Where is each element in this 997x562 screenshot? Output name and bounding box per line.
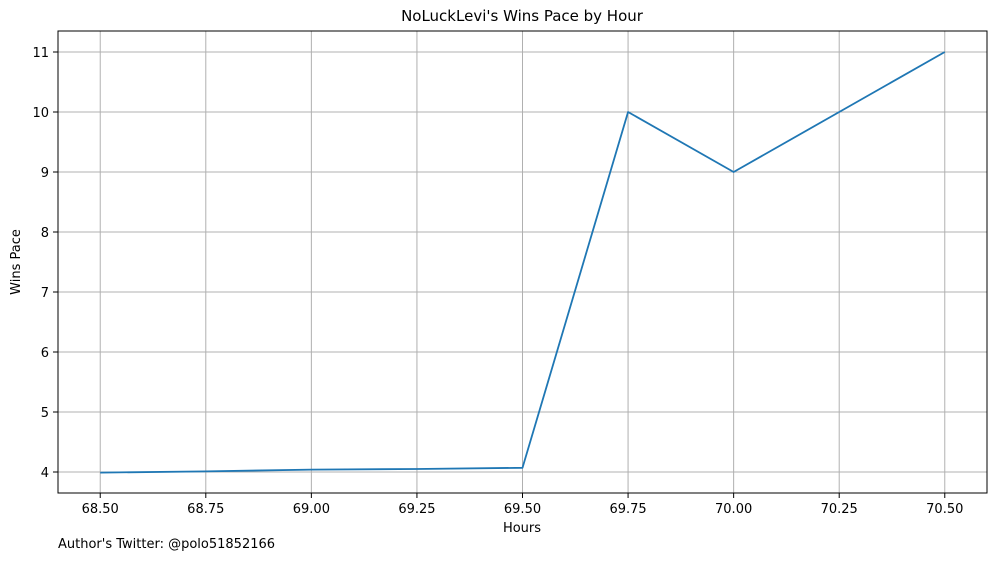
y-axis-label: Wins Pace xyxy=(9,229,24,295)
x-tick-label: 69.50 xyxy=(504,502,541,517)
y-tick-label: 6 xyxy=(41,346,49,361)
y-tick-label: 4 xyxy=(41,466,49,481)
x-tick-label: 70.00 xyxy=(715,502,752,517)
y-tick-label: 7 xyxy=(41,286,49,301)
y-tick-label: 10 xyxy=(32,106,49,121)
x-axis-label: Hours xyxy=(503,521,541,536)
grid-lines xyxy=(58,31,987,493)
x-axis-ticks: 68.50 68.75 69.00 69.25 69.50 69.75 70.00 70.25… xyxy=(82,493,963,517)
y-tick-label: 9 xyxy=(41,166,49,181)
series-group xyxy=(100,51,946,474)
x-tick-label: 68.75 xyxy=(187,502,224,517)
x-tick-label: 70.25 xyxy=(821,502,858,517)
y-axis-ticks: 4 5 6 7 8 9 10 11 xyxy=(32,46,58,481)
y-tick-label: 8 xyxy=(41,226,49,241)
x-tick-label: 69.25 xyxy=(398,502,435,517)
x-tick-label: 68.50 xyxy=(82,502,119,517)
series-line xyxy=(100,51,946,474)
chart-title: NoLuckLevi's Wins Pace by Hour xyxy=(401,7,644,25)
y-tick-label: 5 xyxy=(41,406,49,421)
x-tick-label: 69.75 xyxy=(609,502,646,517)
author-footnote: Author's Twitter: @polo51852166 xyxy=(58,537,276,552)
x-tick-label: 70.50 xyxy=(926,502,963,517)
x-tick-label: 69.00 xyxy=(293,502,330,517)
y-tick-label: 11 xyxy=(32,46,49,61)
